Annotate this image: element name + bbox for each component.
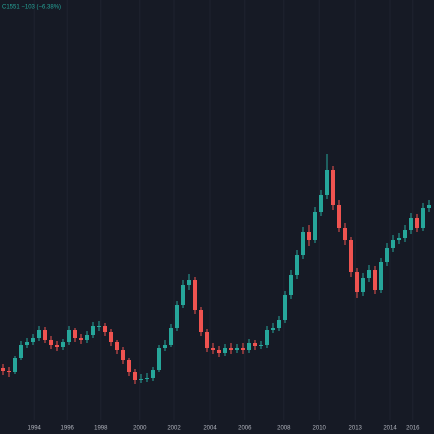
candle-body — [151, 370, 155, 378]
candle-body — [97, 326, 101, 327]
candle-body — [337, 205, 341, 228]
candle-body — [217, 350, 221, 353]
candle-body — [19, 345, 23, 358]
candle-body — [157, 348, 161, 370]
candle-body — [133, 372, 137, 380]
candle-body — [7, 371, 11, 372]
candle-body — [421, 208, 425, 228]
candle-body — [109, 332, 113, 342]
candle-body — [25, 342, 29, 345]
x-tick-label: 2008 — [277, 426, 291, 432]
candle-body — [379, 262, 383, 290]
x-tick-label: 1996 — [61, 426, 75, 432]
candle-body — [259, 345, 263, 346]
x-tick-label: 2010 — [313, 426, 327, 432]
x-tick-label: 2002 — [167, 426, 181, 432]
candle-body — [397, 238, 401, 240]
candle-body — [409, 218, 413, 230]
candle-body — [391, 240, 395, 248]
candle-body — [205, 332, 209, 348]
candle-body — [61, 342, 65, 347]
candle-body — [229, 348, 233, 350]
candle-body — [367, 270, 371, 278]
candle-body — [127, 360, 131, 372]
candle-body — [37, 330, 41, 338]
candle-body — [361, 278, 365, 292]
candle-body — [241, 348, 245, 350]
candle-body — [73, 330, 77, 338]
candle-body — [385, 248, 389, 262]
candle-body — [349, 240, 353, 272]
candle-body — [103, 326, 107, 332]
candle-body — [211, 348, 215, 350]
candle-body — [253, 343, 257, 346]
candle-body — [1, 368, 5, 371]
candle-body — [31, 338, 35, 342]
candle-body — [187, 280, 191, 285]
candle-body — [55, 345, 59, 347]
candle-body — [199, 310, 203, 332]
candle-body — [295, 255, 299, 275]
candle-body — [223, 348, 227, 353]
legend-text: C1551 −103 (−6.38%) — [2, 5, 61, 11]
candle-body — [355, 272, 359, 292]
candle-body — [373, 270, 377, 290]
candle-body — [43, 330, 47, 340]
candle-body — [319, 195, 323, 212]
candle-body — [265, 330, 269, 345]
candle-body — [331, 170, 335, 205]
x-tick-label: 1994 — [28, 426, 42, 432]
candle-body — [403, 230, 407, 238]
candle-body — [175, 305, 179, 328]
candle-body — [235, 348, 239, 350]
x-tick-label: 1998 — [94, 426, 108, 432]
candle-body — [67, 330, 71, 342]
candle-body — [79, 338, 83, 340]
candle-body — [139, 379, 143, 380]
candle-body — [277, 320, 281, 328]
candle-body — [163, 345, 167, 348]
candle-body — [271, 328, 275, 330]
candle-body — [193, 280, 197, 310]
candle-body — [85, 335, 89, 340]
candle-body — [49, 340, 53, 345]
candle-body — [283, 295, 287, 320]
candle-body — [343, 228, 347, 240]
candle-body — [13, 358, 17, 372]
candle-body — [301, 232, 305, 255]
x-tick-label: 2004 — [203, 426, 217, 432]
candle-body — [307, 232, 311, 240]
candle-body — [169, 328, 173, 345]
candle-body — [121, 350, 125, 360]
candle-body — [313, 212, 317, 240]
candle-body — [91, 326, 95, 335]
candle-body — [415, 218, 419, 228]
candle-body — [427, 205, 431, 208]
candle-body — [115, 342, 119, 350]
candle-body — [289, 275, 293, 295]
x-tick-label: 2014 — [383, 426, 397, 432]
candle-body — [247, 343, 251, 350]
x-tick-label: 2013 — [349, 426, 363, 432]
candle-body — [325, 170, 329, 195]
candle-body — [181, 285, 185, 305]
candle-body — [145, 378, 149, 379]
x-tick-label: 2016 — [406, 426, 420, 432]
x-tick-label: 2006 — [238, 426, 252, 432]
x-tick-label: 2000 — [133, 426, 147, 432]
